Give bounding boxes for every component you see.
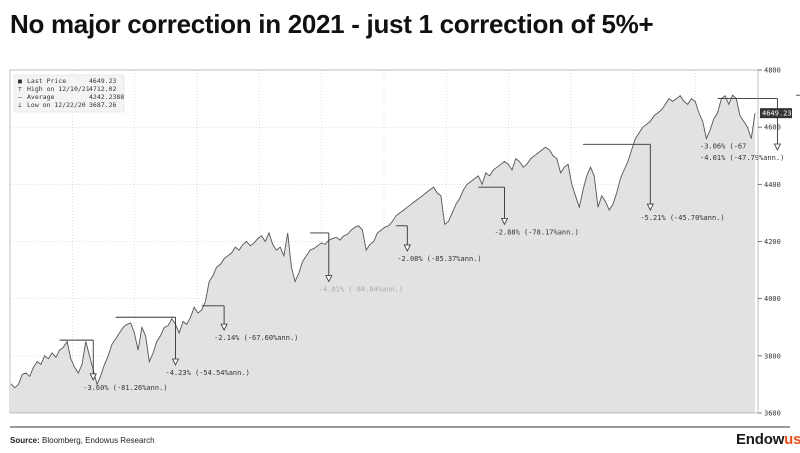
correction-marker [403, 244, 411, 252]
correction-label: -4.23% (-54.54%ann.) [166, 369, 250, 377]
y-tick-label: 4800 [764, 67, 781, 75]
y-tick-label: 4600 [764, 124, 781, 132]
correction-marker [171, 358, 180, 366]
legend-value: 4649.23 [89, 77, 116, 85]
legend-label: High on 12/10/21 [27, 85, 90, 93]
legend-value: 4242.2388 [89, 93, 124, 101]
correction-marker [325, 275, 333, 283]
page-title: No major correction in 2021 - just 1 cor… [10, 9, 654, 39]
legend-box [13, 74, 125, 113]
source-note: Source: Bloomberg, Endowus Research [10, 436, 155, 445]
legend-value: 3687.26 [89, 101, 116, 109]
last-price-label: 4649.23 [762, 110, 792, 118]
legend-glyph: — [18, 93, 22, 101]
y-tick-label: 4000 [764, 295, 781, 303]
legend-glyph: ⊤ [18, 85, 22, 93]
correction-marker [220, 323, 228, 332]
correction-label: -4.01% (-47.79%ann.) [700, 154, 784, 162]
endowus-logo: Endowus [736, 431, 800, 448]
correction-marker [646, 203, 654, 211]
correction-marker [89, 373, 97, 381]
y-tick-label: 3600 [764, 410, 781, 418]
correction-marker [773, 143, 782, 151]
correction-marker [500, 217, 509, 226]
correction-label: -5.21% (-45.70%ann.) [640, 214, 724, 222]
source-label: Source: [10, 436, 40, 445]
correction-label: -4.01% (-84.84%ann.) [319, 286, 403, 294]
last-price-tag [760, 108, 792, 119]
legend-glyph: ⊥ [18, 101, 22, 109]
correction-label: -2.08% (-85.37%ann.) [397, 255, 481, 263]
price-area [11, 95, 755, 413]
logo-main: Endow [736, 431, 785, 448]
legend-label: Low on 12/22/20 [27, 101, 86, 109]
y-tick-label: 4400 [764, 181, 781, 189]
correction-label: -3.60% (-81.26%ann.) [83, 384, 167, 392]
legend-label: Average [27, 93, 54, 101]
legend-value: 4712.02 [89, 85, 116, 93]
y-tick-label: 3800 [764, 352, 781, 360]
correction-label: -2.88% (-78.17%ann.) [495, 228, 579, 236]
source-text: Bloomberg, Endowus Research [39, 436, 155, 445]
logo-accent: us [784, 431, 800, 448]
correction-label: -3.06% (-67 [700, 143, 746, 151]
y-tick-label: 4200 [764, 238, 781, 246]
legend-glyph: ■ [18, 77, 22, 85]
correction-label: -2.14% (-67.60%ann.) [214, 334, 298, 342]
legend-label: Last Price [27, 77, 66, 85]
price-line [10, 94, 756, 389]
